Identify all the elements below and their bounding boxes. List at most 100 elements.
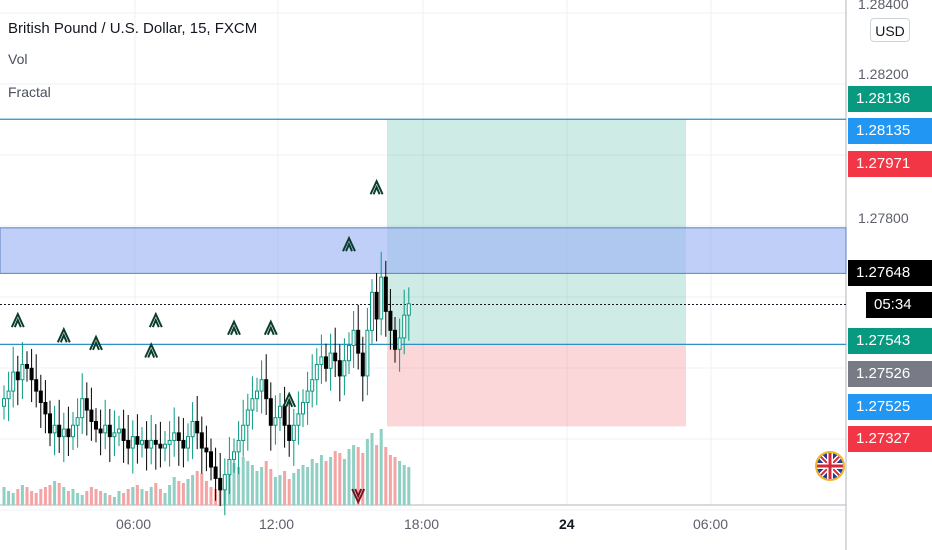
candle-body — [181, 439, 186, 449]
candle-body — [186, 436, 190, 449]
candle-body — [319, 356, 324, 366]
candle-body — [278, 405, 282, 419]
candle-body — [370, 291, 374, 331]
candle-body — [259, 379, 264, 392]
candle-body — [282, 405, 287, 426]
volume-bar — [306, 467, 310, 505]
candle-body — [11, 371, 16, 392]
candle-body — [153, 439, 158, 445]
fractal-indicator-label[interactable]: Fractal — [8, 84, 51, 100]
uk-flag-icon[interactable] — [815, 451, 845, 481]
volume-bar — [342, 459, 346, 505]
volume-bar — [310, 459, 314, 505]
volume-bar — [71, 489, 75, 505]
fractal-up-marker — [56, 326, 71, 343]
candle-body — [213, 466, 218, 479]
fractal-up-marker — [148, 311, 163, 328]
volume-bar — [25, 487, 29, 505]
bid-price-tag: 1.27525 — [848, 394, 932, 420]
volume-bar — [53, 481, 57, 505]
target-price-tag: 1.28136 — [848, 86, 932, 112]
volume-bar — [379, 429, 383, 505]
mid-price-tag: 1.27526 — [848, 361, 932, 387]
candle-body — [38, 390, 43, 403]
candle-body — [245, 409, 250, 426]
fractal-up-marker — [89, 334, 103, 351]
volume-bar — [112, 497, 116, 505]
volume-bar — [103, 493, 107, 505]
currency-button[interactable]: USD — [870, 18, 910, 42]
candle-body — [140, 439, 144, 445]
chart-title: British Pound / U.S. Dollar, 15, FXCM — [8, 20, 258, 37]
volume-bar — [365, 439, 369, 505]
volume-bar — [388, 455, 392, 505]
candle-body — [273, 417, 278, 426]
candle-body — [2, 398, 6, 407]
candle-body — [393, 329, 397, 350]
fractal-down-marker — [351, 488, 366, 505]
candle-body — [176, 432, 181, 441]
volume-bar — [66, 491, 70, 505]
last-price-tag: 1.27648 — [848, 260, 932, 286]
volume-bar — [163, 493, 167, 505]
candle-body — [29, 367, 34, 381]
candle-body — [190, 420, 195, 438]
volume-bar — [145, 491, 149, 505]
volume-bar — [269, 469, 273, 505]
candle-body — [241, 424, 246, 441]
volume-bar — [135, 485, 139, 505]
candle-body — [117, 428, 121, 434]
candle-body — [130, 436, 135, 449]
volume-bar — [80, 495, 84, 505]
candle-body — [15, 371, 20, 381]
candle-body — [84, 398, 89, 411]
volume-bar — [39, 489, 43, 505]
fractal-up-marker — [342, 235, 356, 252]
volume-bar — [7, 491, 11, 505]
candle-body — [301, 401, 305, 415]
candle-body — [199, 432, 204, 449]
candle-body — [66, 428, 71, 438]
volume-bar — [315, 463, 319, 505]
candle-body — [365, 329, 370, 377]
candle-body — [158, 443, 163, 449]
fractal-up-marker — [369, 178, 384, 195]
candle-body — [94, 420, 98, 430]
candle-body — [360, 352, 365, 377]
time-tick-label: 06:00 — [116, 516, 152, 532]
volume-bar — [85, 491, 89, 505]
candle-body — [75, 417, 80, 426]
volume-bar — [48, 485, 52, 505]
volume-bar — [30, 491, 34, 505]
volume-bar — [181, 483, 185, 505]
volume-bar — [11, 493, 15, 505]
volume-bar — [209, 487, 213, 505]
candle-body — [121, 428, 126, 441]
candle-body — [61, 428, 66, 438]
price-tick-label: 1.28400 — [858, 0, 909, 12]
candle-body — [43, 401, 48, 415]
candle-body — [374, 291, 379, 320]
volume-bar — [149, 487, 153, 505]
candle-body — [112, 432, 117, 438]
candle-body — [71, 424, 75, 438]
candle-body — [135, 436, 140, 445]
candle-body — [57, 424, 62, 438]
volume-bar — [347, 449, 351, 505]
volume-indicator-label[interactable]: Vol — [8, 51, 28, 67]
time-tick-label: 12:00 — [259, 516, 295, 532]
candle-body — [406, 303, 411, 316]
volume-bar — [393, 457, 397, 505]
volume-bar — [250, 465, 254, 505]
candle-body — [89, 409, 94, 422]
supply-zone — [0, 227, 847, 274]
time-tick-label: 18:00 — [404, 516, 440, 532]
candle-body — [324, 356, 328, 369]
volume-bar — [195, 471, 199, 505]
position-loss-zone — [387, 344, 686, 427]
volume-bar — [154, 483, 158, 505]
volume-bar — [319, 455, 323, 505]
fractal-up-marker — [263, 319, 278, 336]
volume-bar — [255, 471, 259, 505]
